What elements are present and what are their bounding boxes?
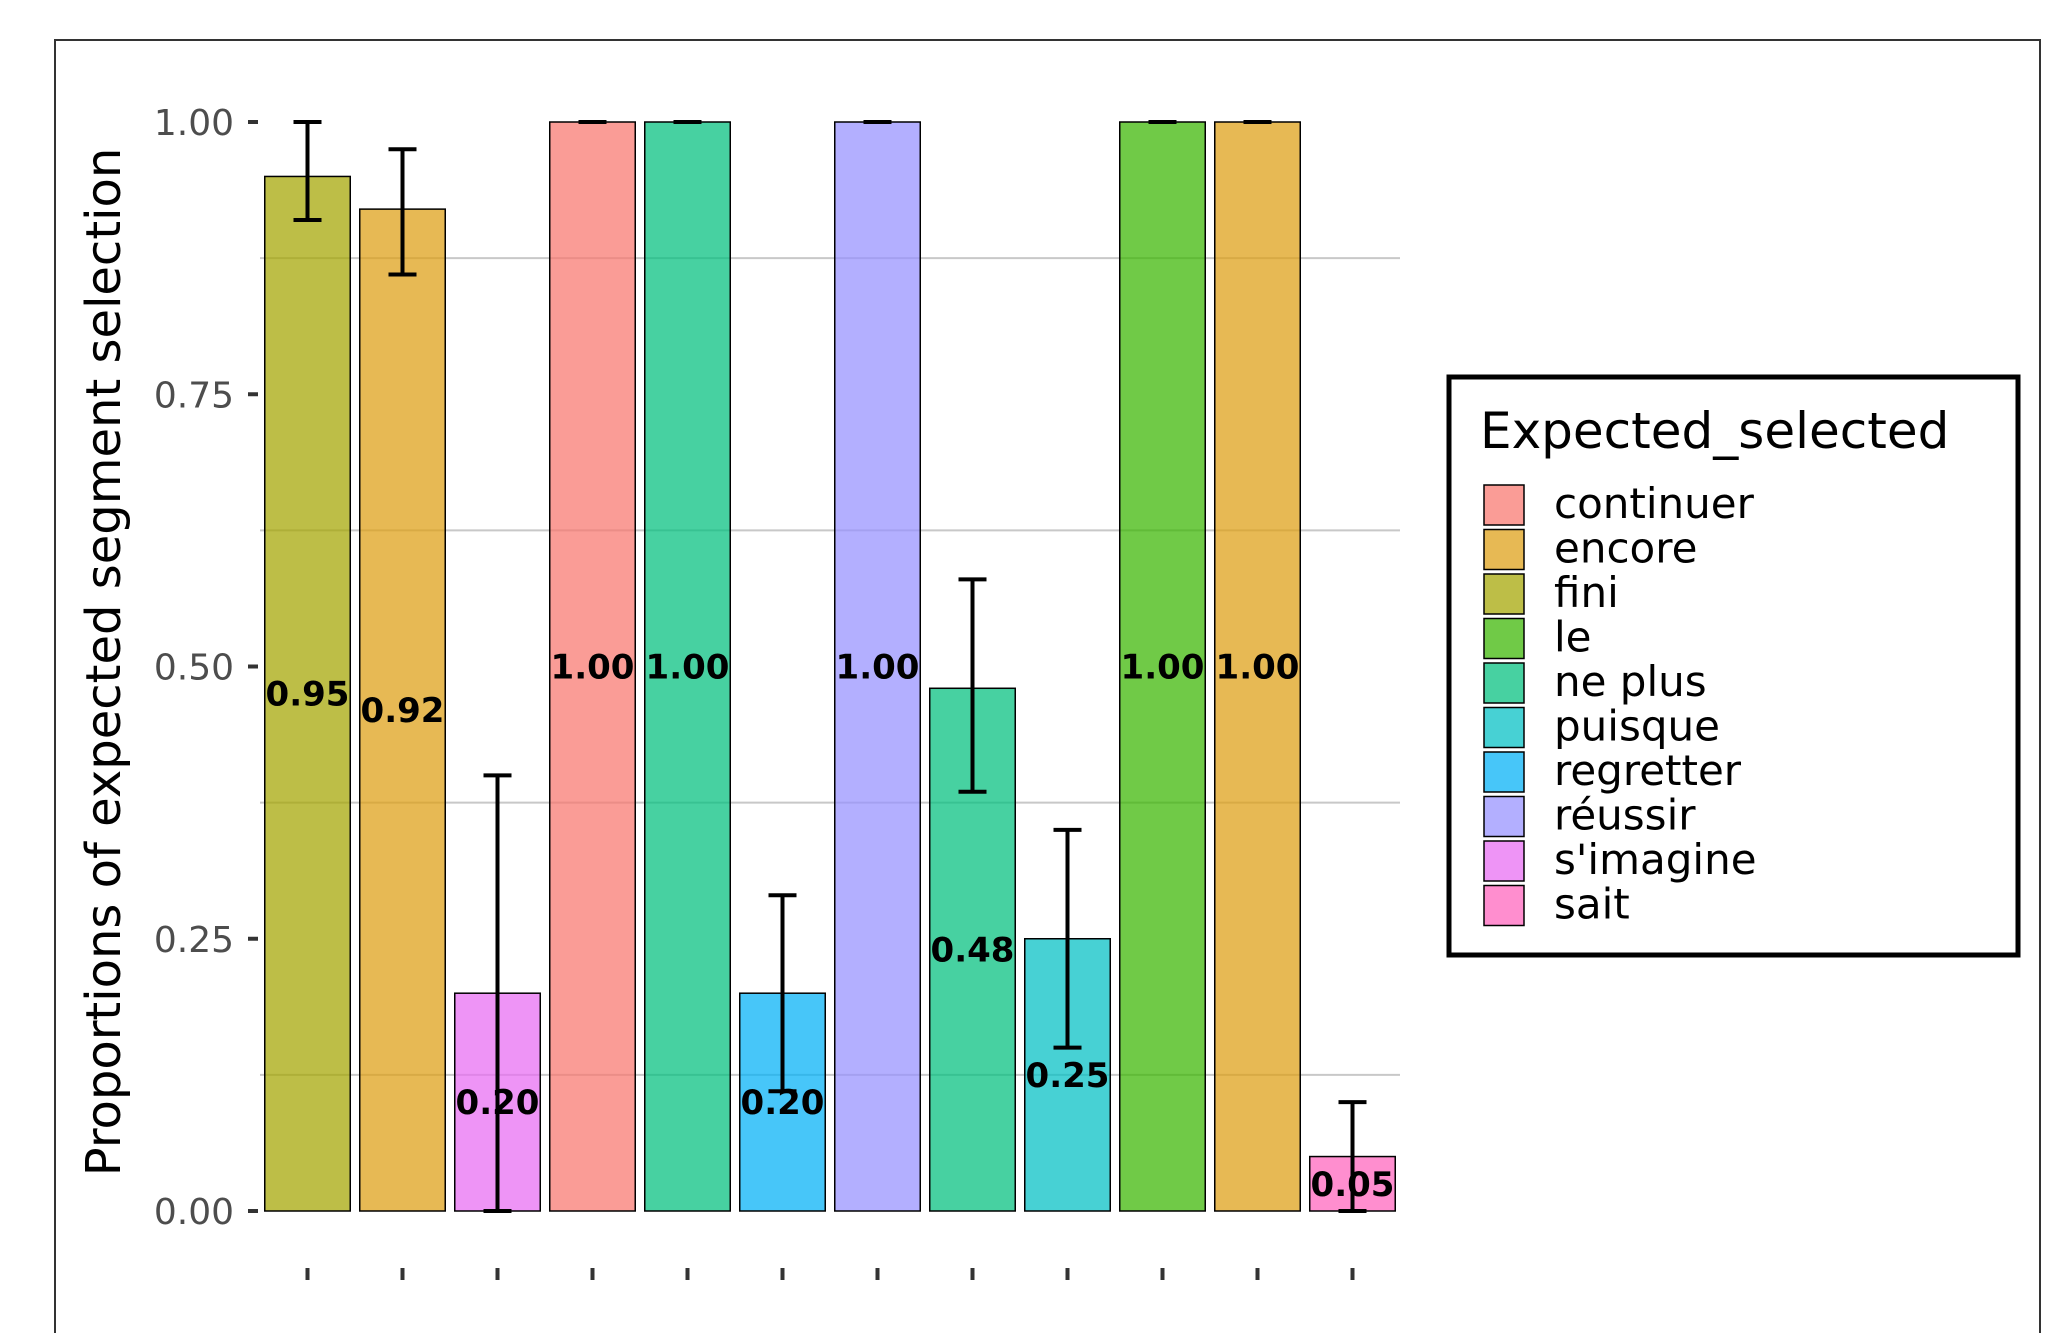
legend-title: Expected_selected [1480,402,1949,460]
legend-key [1483,484,1525,526]
bar-labels: 0.95 0.92 0.20 1.00 1.00 0.20 1.00 0.48 0.25 1.00… [266,648,1395,1205]
bar-value-label: 1.00 [551,648,635,688]
y-axis: 0.00 0.25 0.50 0.75 1.00 [154,103,258,1233]
bar-value-label: 0.05 [1311,1165,1395,1205]
bar-value-label: 0.92 [361,691,445,731]
bar [264,175,351,1212]
legend-item-label: s'imagine [1554,835,1757,884]
legend-key [1483,751,1525,793]
grid-lines [260,257,1400,1076]
error-bars [293,120,1367,1213]
bar-value-label: 0.48 [931,931,1015,971]
legend-item-label: le [1554,613,1592,662]
bar [1119,121,1206,1212]
bar [359,208,446,1212]
bar [549,121,636,1212]
legend-item-label: encore [1554,524,1697,573]
bar-value-label: 0.20 [456,1083,540,1123]
legend-key [1483,706,1525,749]
legend-key [1483,617,1525,660]
legend-key [1483,528,1525,571]
y-tick-label: 0.25 [154,920,234,961]
legend-item-label: ne plus [1554,657,1707,706]
bar-value-label: 1.00 [646,648,730,688]
bar [1214,121,1301,1212]
legend-box [1446,374,2021,958]
legend: Expected_selected continuerencorefinilen… [1446,374,2021,958]
bar-value-label: 0.20 [741,1083,825,1123]
bars [264,121,1396,1212]
legend-key [1483,573,1525,615]
legend-key [1483,884,1525,927]
legend-key [1483,795,1525,838]
legend-item-label: sait [1554,880,1630,929]
y-tick-label: 0.00 [154,1192,234,1233]
legend-item-label: puisque [1554,702,1720,751]
x-axis [305,1268,1355,1280]
bar-value-label: 0.95 [266,675,350,715]
legend-item-label: continuer [1554,479,1755,528]
y-axis-title: Proportions of expected segment selectio… [76,148,132,1177]
legend-key [1483,840,1525,882]
legend-item-label: regretter [1554,746,1742,795]
legend-item-label: fini [1554,568,1619,617]
legend-item-label: réussir [1554,791,1696,840]
y-tick-label: 0.50 [154,648,234,689]
bar-value-label: 1.00 [1121,648,1205,688]
bar-value-label: 1.00 [836,648,920,688]
bar-value-label: 0.25 [1026,1056,1110,1096]
bar-value-label: 1.00 [1216,648,1300,688]
legend-key [1483,662,1525,704]
y-tick-label: 1.00 [154,103,234,144]
y-tick-label: 0.75 [154,375,234,416]
bar [644,121,731,1212]
